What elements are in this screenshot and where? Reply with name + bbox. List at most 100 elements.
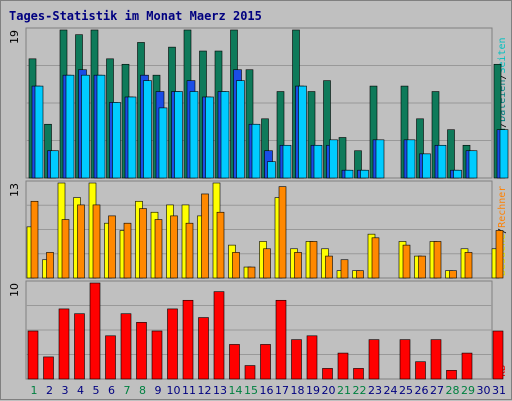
bar-kb-kb-27 bbox=[430, 339, 442, 380]
bar-requests-seiten-29 bbox=[468, 150, 478, 179]
bar-visits-rechner-28 bbox=[449, 270, 457, 279]
bar-requests-seiten-12 bbox=[205, 96, 214, 179]
legend-entry-requests-2: Dateien bbox=[497, 80, 508, 122]
bar-visits-rechner-11 bbox=[185, 222, 194, 279]
bar-kb-kb-6 bbox=[105, 335, 116, 380]
x-tick-12: 12 bbox=[198, 384, 212, 397]
x-tick-26: 26 bbox=[415, 384, 429, 397]
x-tick-5: 5 bbox=[93, 384, 100, 397]
bar-requests-seiten-27 bbox=[437, 144, 447, 179]
bar-kb-kb-7 bbox=[120, 313, 132, 380]
x-tick-9: 9 bbox=[155, 384, 162, 397]
bar-visits-rechner-4 bbox=[77, 204, 85, 279]
bar-kb-kb-2 bbox=[43, 356, 54, 380]
bar-requests-seiten-4 bbox=[81, 74, 90, 179]
bar-visits-rechner-2 bbox=[46, 252, 54, 279]
bar-requests-seiten-14 bbox=[236, 80, 245, 179]
legend-entry-requests-1: / bbox=[497, 122, 508, 128]
chart-title: Tages-Statistik im Monat Maerz 2015 bbox=[9, 9, 262, 23]
bar-requests-seiten-26 bbox=[422, 153, 431, 179]
x-tick-13: 13 bbox=[213, 384, 227, 397]
bar-visits-rechner-18 bbox=[294, 252, 302, 279]
bar-kb-kb-17 bbox=[275, 299, 287, 380]
bar-requests-seiten-18 bbox=[298, 85, 307, 179]
bar-kb-kb-13 bbox=[213, 291, 225, 380]
bar-kb-kb-11 bbox=[182, 299, 194, 380]
bar-requests-seiten-17 bbox=[282, 144, 292, 179]
x-tick-17: 17 bbox=[275, 384, 289, 397]
x-tick-22: 22 bbox=[353, 384, 367, 397]
bar-requests-seiten-3 bbox=[65, 74, 75, 179]
ymax-label-requests: 19 bbox=[8, 30, 21, 44]
bar-kb-kb-15 bbox=[244, 365, 256, 380]
x-tick-7: 7 bbox=[124, 384, 131, 397]
bar-visits-rechner-10 bbox=[170, 215, 178, 279]
x-tick-19: 19 bbox=[306, 384, 320, 397]
bar-visits-rechner-20 bbox=[325, 255, 333, 279]
bar-visits-rechner-31 bbox=[495, 230, 504, 279]
bar-kb-kb-29 bbox=[461, 352, 473, 380]
bar-visits-rechner-9 bbox=[154, 219, 163, 279]
x-tick-4: 4 bbox=[77, 384, 84, 397]
bar-visits-rechner-8 bbox=[139, 208, 147, 279]
bar-visits-rechner-7 bbox=[123, 222, 132, 279]
bar-requests-seiten-10 bbox=[174, 91, 183, 179]
bar-kb-kb-1 bbox=[27, 330, 39, 380]
bar-requests-seiten-20 bbox=[329, 139, 338, 179]
bar-requests-seiten-25 bbox=[406, 139, 416, 179]
bar-requests-seiten-5 bbox=[96, 74, 106, 179]
bar-kb-kb-10 bbox=[167, 308, 178, 380]
bar-kb-kb-8 bbox=[136, 322, 147, 380]
bar-requests-seiten-9 bbox=[158, 107, 168, 179]
bar-kb-kb-22 bbox=[353, 368, 364, 380]
x-tick-25: 25 bbox=[399, 384, 413, 397]
bar-visits-rechner-27 bbox=[433, 241, 442, 279]
bar-kb-kb-23 bbox=[368, 339, 380, 380]
bar-requests-seiten-8 bbox=[143, 80, 152, 179]
x-tick-1: 1 bbox=[31, 384, 38, 397]
bar-kb-kb-3 bbox=[58, 308, 70, 380]
x-tick-21: 21 bbox=[337, 384, 351, 397]
bar-visits-rechner-21 bbox=[340, 259, 349, 279]
bar-visits-rechner-13 bbox=[216, 211, 225, 279]
bar-kb-kb-20 bbox=[322, 368, 333, 380]
x-tick-28: 28 bbox=[446, 384, 460, 397]
bar-requests-seiten-19 bbox=[313, 144, 323, 179]
x-tick-24: 24 bbox=[384, 384, 398, 397]
x-tick-16: 16 bbox=[260, 384, 274, 397]
bar-kb-kb-4 bbox=[74, 313, 85, 380]
ymax-label-visits: 13 bbox=[8, 183, 21, 197]
bar-requests-seiten-15 bbox=[251, 123, 261, 179]
x-tick-11: 11 bbox=[182, 384, 196, 397]
x-tick-23: 23 bbox=[368, 384, 382, 397]
x-tick-10: 10 bbox=[167, 384, 181, 397]
bar-kb-kb-9 bbox=[151, 330, 163, 380]
bar-visits-rechner-25 bbox=[402, 244, 411, 279]
x-tick-3: 3 bbox=[62, 384, 69, 397]
x-tick-14: 14 bbox=[229, 384, 243, 397]
bar-requests-seiten-31 bbox=[499, 129, 509, 179]
bar-visits-rechner-16 bbox=[263, 248, 271, 279]
bar-requests-seiten-23 bbox=[375, 139, 385, 179]
bar-requests-seiten-2 bbox=[50, 150, 59, 179]
bar-visits-rechner-5 bbox=[92, 204, 101, 279]
bar-kb-kb-5 bbox=[89, 282, 101, 380]
ymax-label-kb: 10 bbox=[8, 283, 21, 297]
bar-visits-rechner-14 bbox=[232, 252, 240, 279]
bar-kb-kb-16 bbox=[260, 344, 271, 380]
legend-entry-visits-2: Rechner bbox=[497, 186, 508, 228]
x-tick-6: 6 bbox=[108, 384, 115, 397]
bar-visits-rechner-1 bbox=[30, 200, 39, 279]
bar-requests-seiten-13 bbox=[220, 91, 230, 179]
bar-requests-seiten-7 bbox=[127, 96, 137, 179]
bar-visits-rechner-19 bbox=[309, 241, 318, 279]
bar-kb-kb-19 bbox=[306, 335, 318, 380]
bar-visits-rechner-3 bbox=[61, 219, 70, 279]
bar-kb-kb-21 bbox=[337, 352, 349, 380]
bar-kb-kb-14 bbox=[229, 344, 240, 380]
bar-visits-rechner-12 bbox=[201, 193, 209, 279]
bar-requests-seiten-11 bbox=[189, 91, 199, 179]
bar-kb-kb-31 bbox=[492, 330, 504, 380]
